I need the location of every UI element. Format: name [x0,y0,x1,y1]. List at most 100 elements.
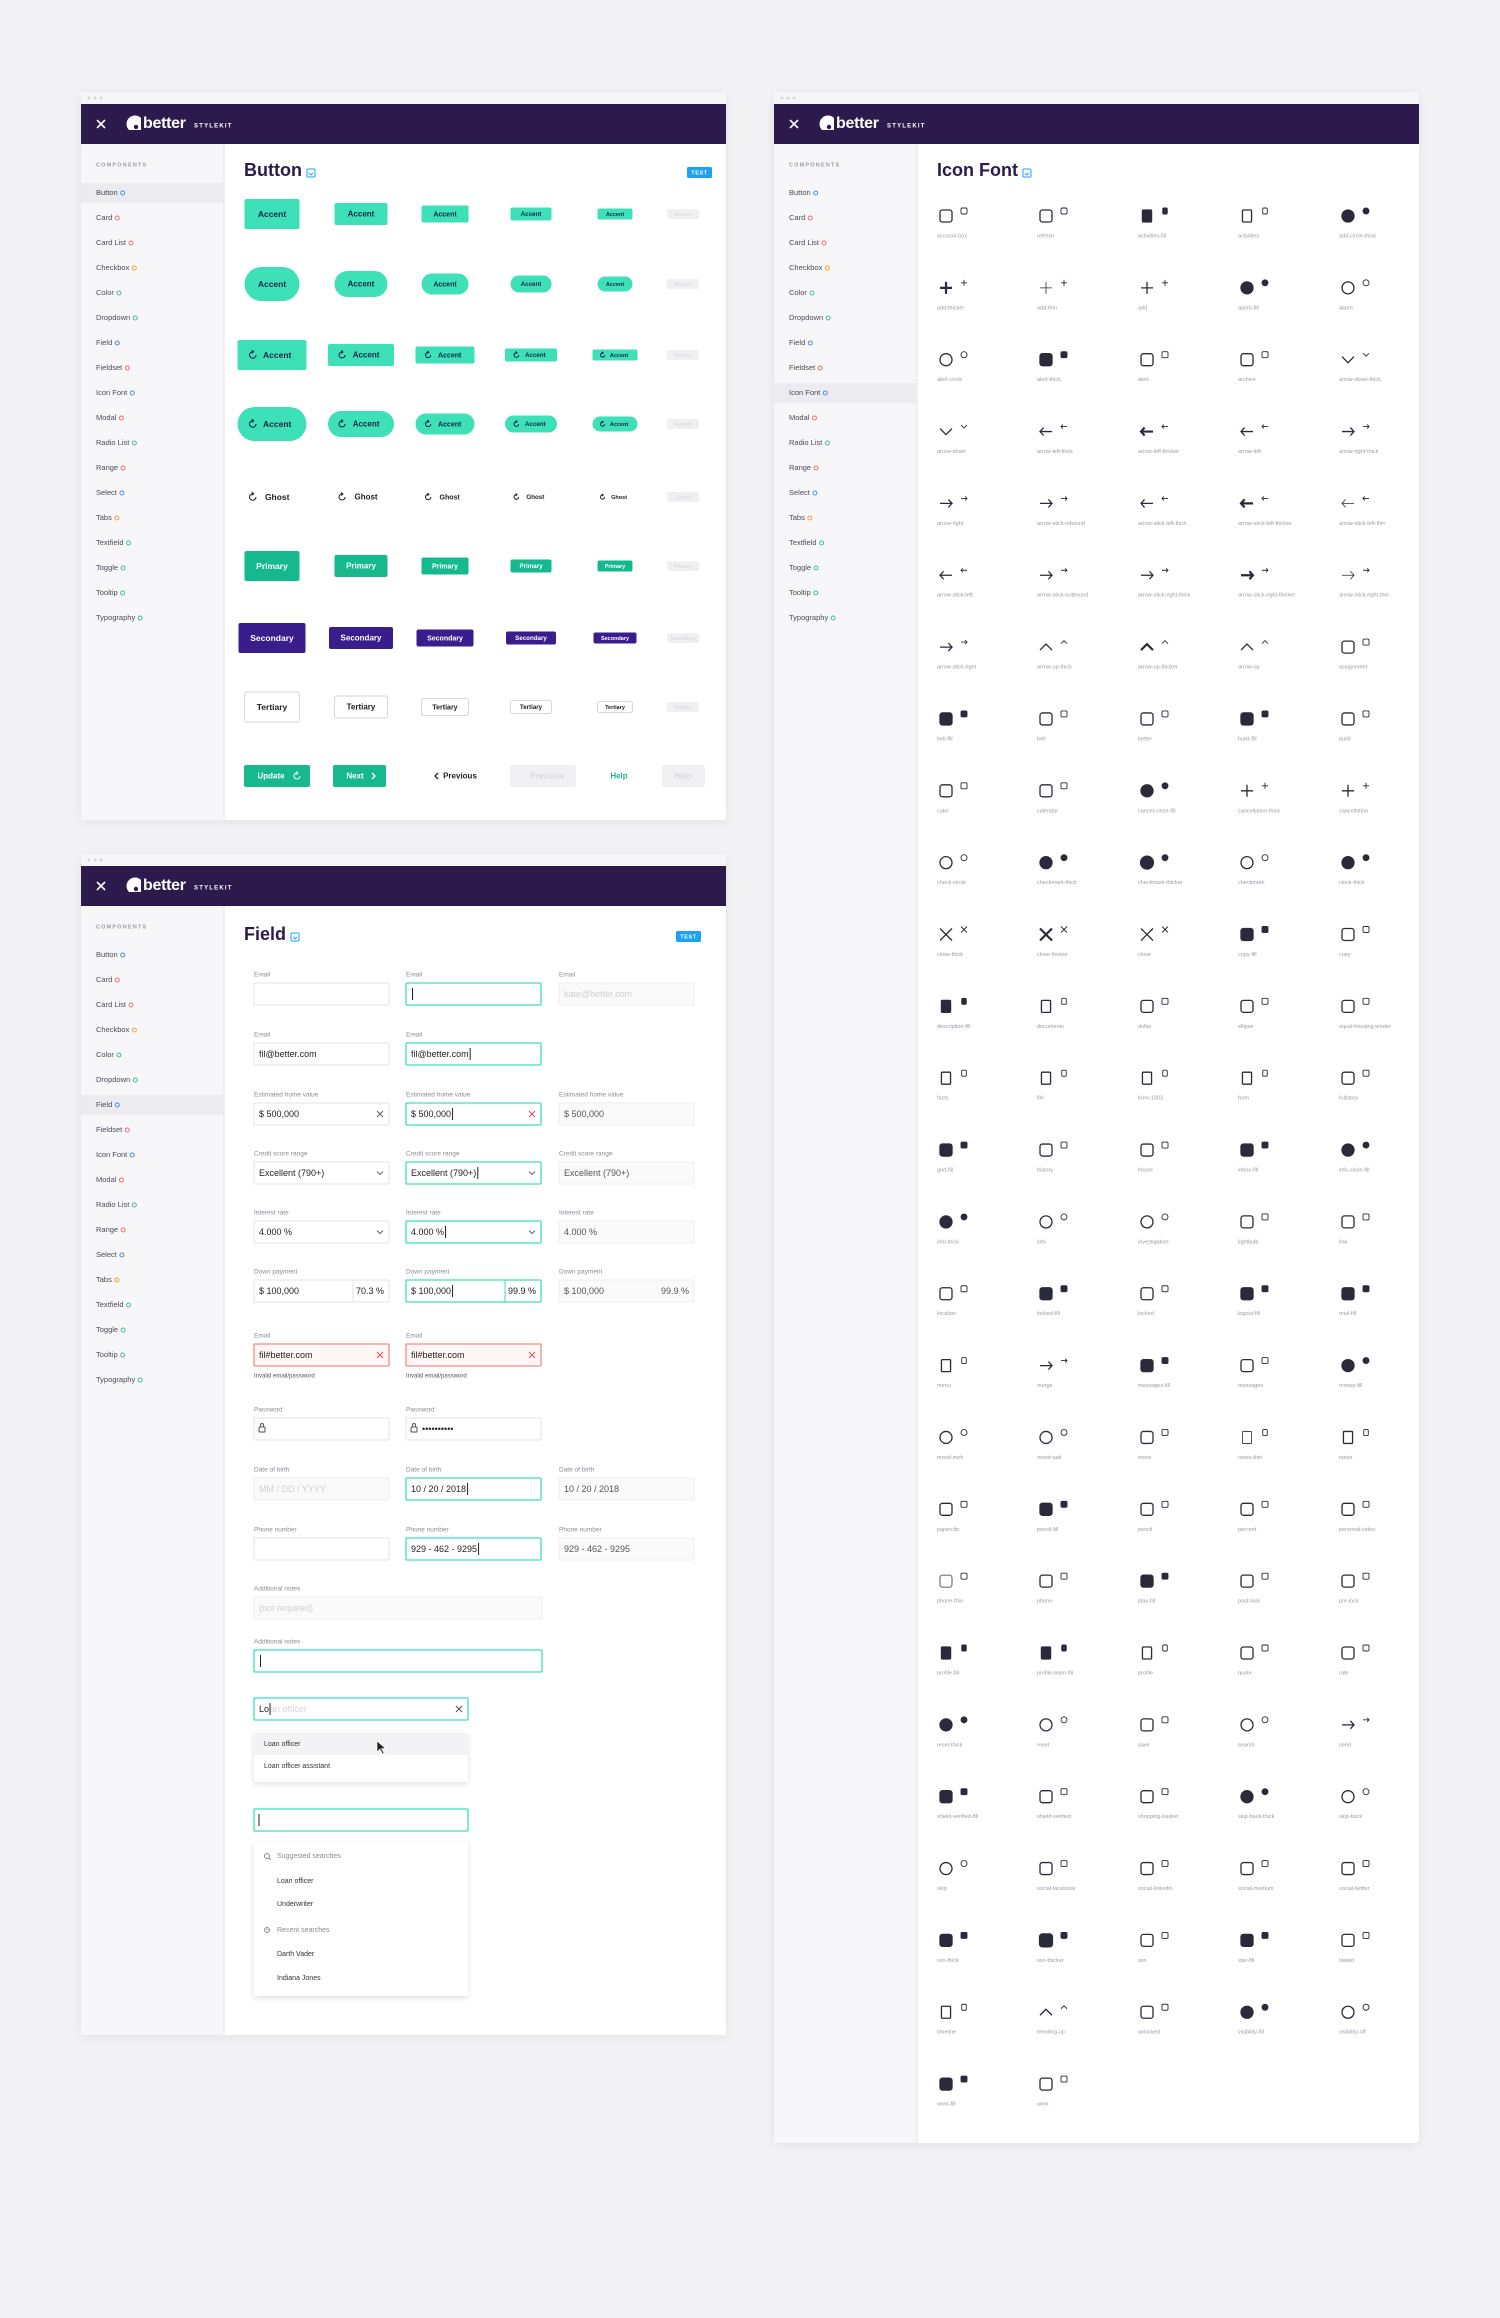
sidebar-item[interactable]: Icon Font [96,388,128,397]
text-input[interactable] [405,1220,542,1244]
button[interactable] [334,695,388,719]
button-label[interactable]: Previous [443,772,477,781]
sidebar-item[interactable]: Textfield [96,538,124,547]
button[interactable] [667,419,699,429]
sidebar-item[interactable]: Fieldset [96,1125,123,1134]
button[interactable] [667,279,699,289]
sidebar-item[interactable]: Radio List [96,438,130,447]
test-tag[interactable] [687,167,712,178]
text-input[interactable] [405,1343,542,1367]
button[interactable] [510,559,552,573]
search-option[interactable]: Darth Vader [277,1951,315,1958]
button[interactable] [416,629,474,647]
button[interactable] [238,623,306,653]
sidebar-item[interactable]: Color [96,288,114,297]
button[interactable] [334,271,388,297]
text-input[interactable] [405,1161,542,1185]
sidebar-item[interactable]: Dropdown [96,1075,130,1084]
text-input[interactable] [405,1042,542,1066]
sidebar-item[interactable]: Textfield [96,1300,124,1309]
sidebar-item[interactable]: Range [789,463,811,472]
button[interactable] [597,701,633,713]
button[interactable] [421,557,469,575]
sidebar-item[interactable]: Textfield [789,538,817,547]
title-link-icon[interactable] [1022,168,1032,178]
button[interactable] [667,492,699,502]
button[interactable] [667,633,699,643]
button[interactable] [597,276,633,292]
button[interactable] [421,273,469,295]
button[interactable] [592,416,638,432]
text-input[interactable] [253,1649,543,1673]
text-input[interactable] [253,1161,390,1185]
button[interactable] [329,627,393,649]
button[interactable] [421,205,469,223]
sidebar-item[interactable]: Range [96,1225,118,1234]
select-chevron[interactable] [376,1230,384,1235]
button[interactable] [328,411,394,437]
close-button[interactable] [96,119,106,129]
text-input[interactable] [253,1537,390,1561]
button[interactable] [421,698,469,716]
search-option[interactable]: Underwriter [277,1901,314,1908]
autocomplete-option[interactable]: Loan officer [264,1741,301,1748]
button[interactable] [328,344,394,366]
sidebar-item[interactable]: Field [96,1100,112,1109]
sidebar-item[interactable]: Modal [96,1175,117,1184]
button[interactable] [597,560,633,572]
button[interactable] [510,207,552,221]
button[interactable] [334,555,388,577]
sidebar-item[interactable]: Field [789,338,805,347]
button[interactable] [510,700,552,714]
search-option[interactable]: Loan officer [277,1878,314,1885]
button[interactable] [237,340,307,370]
text-input[interactable] [558,1161,695,1185]
sidebar-item[interactable]: Typography [96,613,135,622]
button[interactable] [244,267,300,301]
sidebar-item[interactable]: Card [96,975,112,984]
clear-icon[interactable] [528,1110,536,1118]
sidebar-item[interactable]: Modal [789,413,810,422]
button[interactable] [244,765,310,787]
sidebar-item[interactable]: Color [789,288,807,297]
clear-icon[interactable] [376,1351,384,1359]
text-input[interactable] [405,1477,542,1501]
sidebar-item[interactable]: Checkbox [96,263,130,272]
button[interactable] [593,632,637,644]
select-chevron[interactable] [376,1171,384,1176]
close-button[interactable] [789,119,799,129]
sidebar-item[interactable]: Card List [789,238,820,247]
sidebar-item[interactable]: Checkbox [96,1025,130,1034]
button[interactable] [505,415,557,433]
text-input[interactable] [405,1102,542,1126]
title-link-icon[interactable] [306,168,316,178]
text-input[interactable] [253,1102,390,1126]
close-button[interactable] [96,881,106,891]
text-input[interactable] [558,1102,695,1126]
select-chevron[interactable] [528,1230,536,1235]
sidebar-item[interactable]: Button [96,188,118,197]
button-label[interactable]: Help [610,772,627,781]
sidebar-item[interactable]: Card List [96,1000,127,1009]
text-input[interactable] [253,1279,390,1303]
text-input[interactable] [253,1417,390,1441]
button[interactable] [667,350,699,360]
select-chevron[interactable] [528,1171,536,1176]
button[interactable] [597,208,633,220]
sidebar-item[interactable]: Fieldset [96,363,123,372]
button[interactable] [505,348,557,362]
text-input[interactable] [558,1477,695,1501]
sidebar-item[interactable]: Icon Font [789,388,821,397]
sidebar-item[interactable]: Card [96,213,112,222]
sidebar-item[interactable]: Radio List [789,438,823,447]
title-link-icon[interactable] [290,932,300,942]
sidebar-item[interactable]: Select [96,488,118,497]
text-input[interactable] [405,1417,542,1441]
button[interactable] [415,346,475,364]
button[interactable] [333,765,386,787]
button[interactable] [592,349,638,361]
sidebar-item[interactable]: Range [96,463,118,472]
search-input[interactable] [253,1808,469,1832]
sidebar-item[interactable]: Radio List [96,1200,130,1209]
sidebar-item[interactable]: Tooltip [96,588,118,597]
